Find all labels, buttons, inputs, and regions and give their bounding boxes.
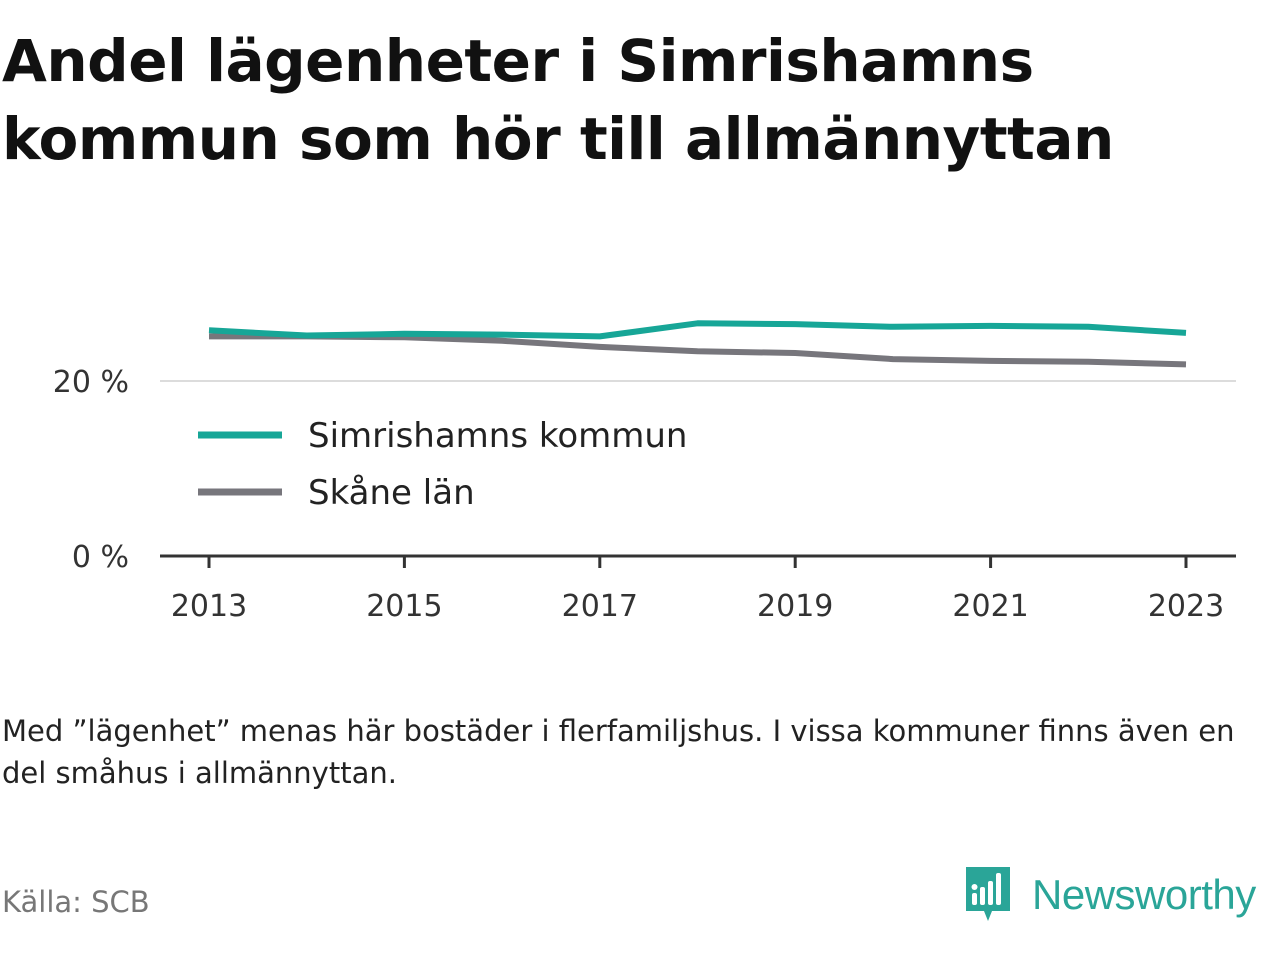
x-tick-label: 2015 [366,589,442,624]
x-tick-label: 2017 [562,589,638,624]
legend: Simrishamns kommun Skåne län [198,416,687,513]
legend-label: Skåne län [308,473,475,513]
source-label: Källa: SCB [2,885,150,919]
x-tick-label: 2013 [171,589,247,624]
y-tick-label: 0 % [72,540,129,575]
x-tick-label: 2023 [1148,589,1224,624]
series-line-simrishamns-kommun [208,320,1187,340]
y-tick-label: 20 % [53,365,129,400]
chart-note: Med ”lägenhet” menas här bostäder i fler… [2,714,1235,790]
chart-title: Andel lägenheter i Simrishamns kommun so… [2,27,1114,173]
series-line-skåne-län [209,333,1187,368]
newsworthy-logo-text: Newsworthy [1032,871,1256,918]
x-tick-label: 2019 [757,589,833,624]
x-axis: 2013 2015 2017 2019 2021 2023 [160,554,1236,624]
x-tick-label: 2021 [952,589,1028,624]
series-lines [208,320,1187,368]
newsworthy-logo: Newsworthy [962,862,1256,928]
newsworthy-logo-icon [966,867,1010,921]
y-axis-tick-labels: 0 % 20 % [53,365,129,575]
line-chart: 0 % 20 % 2013 2015 2017 2019 2021 2023 Simrish… [53,320,1236,624]
legend-label: Simrishamns kommun [308,416,687,456]
